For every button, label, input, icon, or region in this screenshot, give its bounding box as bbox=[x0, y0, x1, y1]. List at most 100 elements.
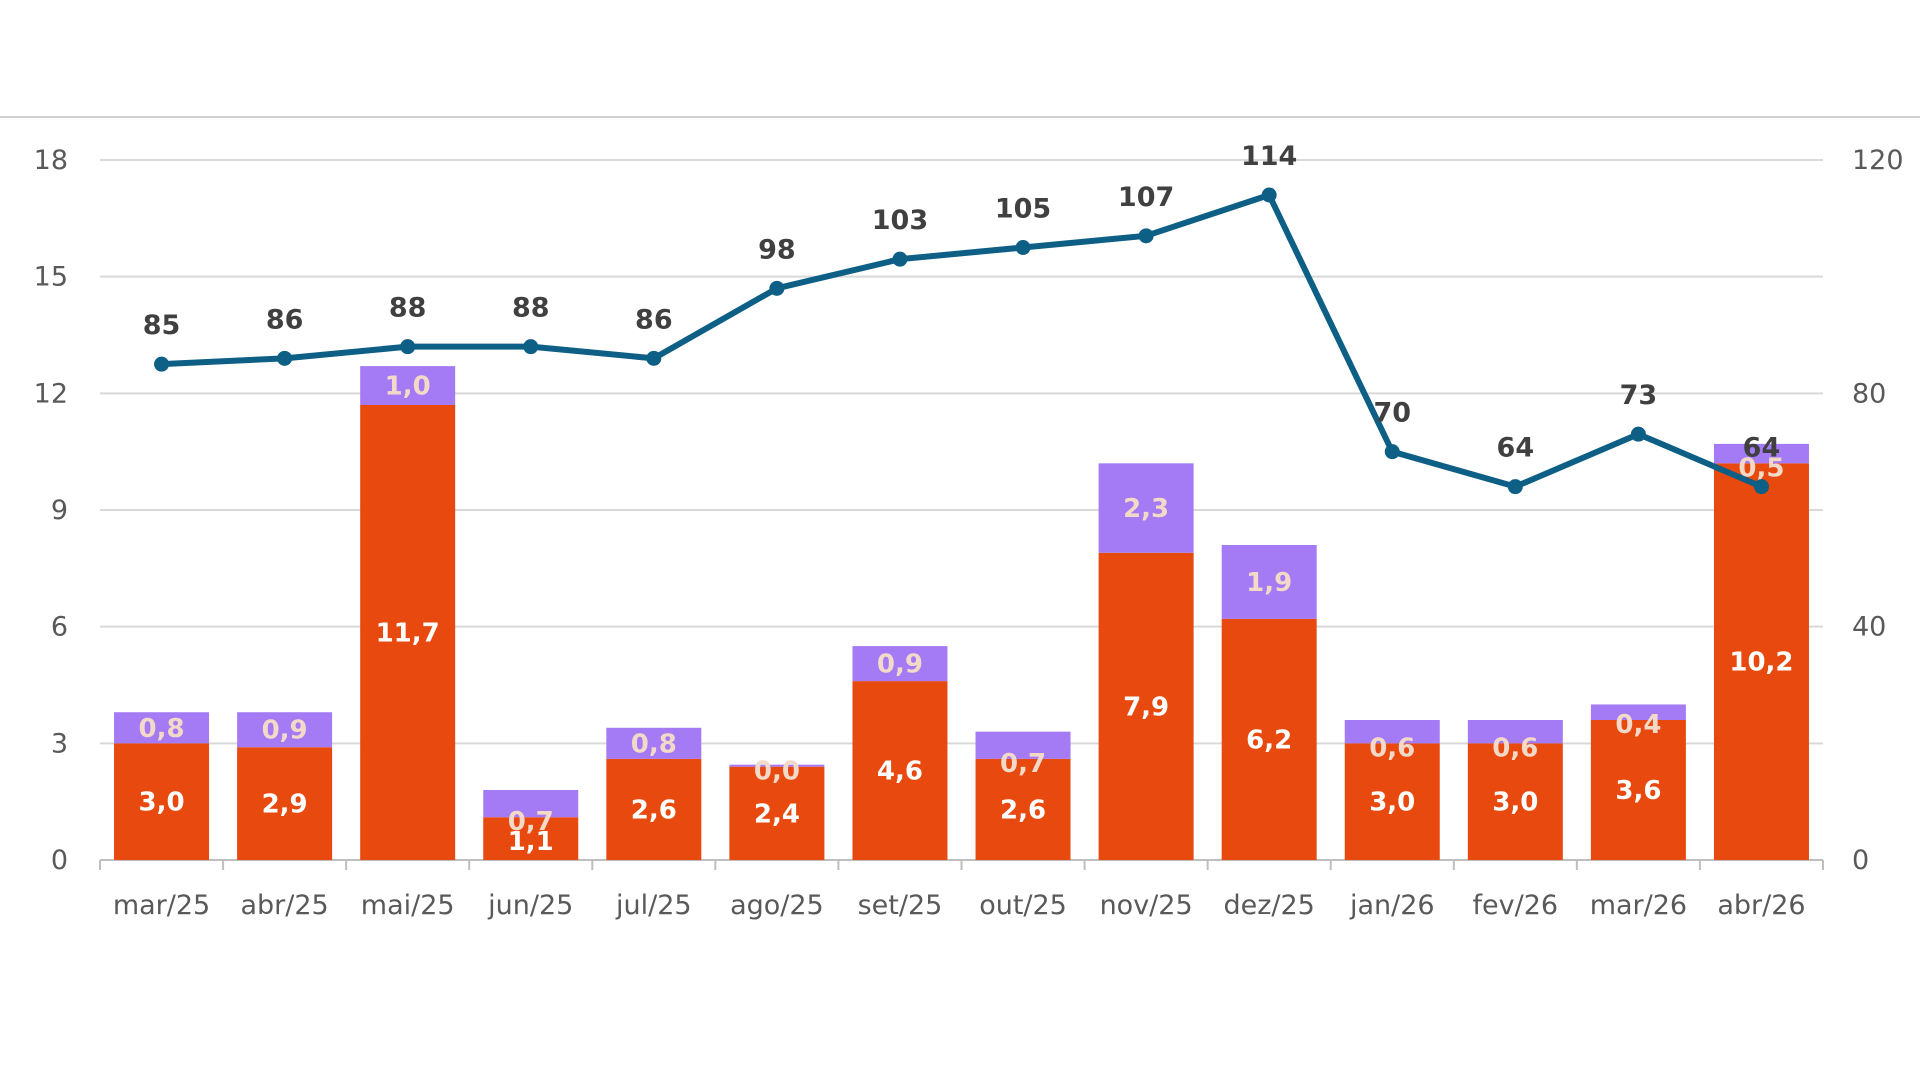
bar-segment-top bbox=[606, 727, 702, 759]
x-tick-label: fev/26 bbox=[1473, 890, 1559, 921]
bar-segment-top bbox=[114, 712, 210, 744]
line-value-label: 70 bbox=[1373, 398, 1411, 429]
line-point bbox=[523, 339, 539, 355]
bar-value-label: 1,9 bbox=[1246, 568, 1292, 598]
bar-value-label: 0,6 bbox=[1369, 733, 1415, 763]
bar-segment-top bbox=[360, 366, 456, 405]
right-tick-label: 80 bbox=[1852, 378, 1886, 409]
line-point bbox=[400, 339, 416, 355]
bar-value-label: 3,6 bbox=[1615, 776, 1661, 806]
line-value-label: 64 bbox=[1497, 433, 1535, 464]
x-tick-label: ago/25 bbox=[730, 890, 824, 921]
line-point bbox=[1261, 187, 1277, 203]
bar-value-label: 7,9 bbox=[1123, 692, 1169, 722]
right-tick-label: 40 bbox=[1852, 612, 1886, 643]
x-tick-label: out/25 bbox=[979, 890, 1067, 921]
line-point bbox=[646, 350, 662, 366]
bar-value-label: 11,7 bbox=[376, 619, 440, 649]
bar-value-label: 3,0 bbox=[1492, 788, 1538, 818]
line-value-label: 98 bbox=[758, 234, 796, 265]
line-value-label: 86 bbox=[635, 304, 673, 335]
bar-value-label: 3,0 bbox=[1369, 788, 1415, 818]
left-tick-label: 9 bbox=[51, 495, 68, 526]
line-point bbox=[1138, 228, 1154, 244]
bar-segment-bottom bbox=[360, 405, 456, 860]
bar-value-label: 1,1 bbox=[508, 827, 554, 857]
bar-segment-bottom bbox=[483, 817, 579, 860]
bar-segment-top bbox=[1098, 463, 1194, 553]
bar-value-label: 2,9 bbox=[262, 790, 308, 820]
x-tick-label: abr/25 bbox=[240, 890, 328, 921]
bar-value-label: 2,6 bbox=[631, 795, 677, 825]
x-tick-label: jun/25 bbox=[487, 890, 573, 921]
bar-segment-top bbox=[852, 646, 948, 682]
bar-value-label: 0,8 bbox=[139, 714, 185, 744]
line-point bbox=[1384, 444, 1400, 460]
x-tick-label: abr/26 bbox=[1717, 890, 1805, 921]
line-value-label: 88 bbox=[512, 293, 550, 324]
bar-segment-bottom bbox=[1590, 720, 1686, 860]
bar-value-label: 0,4 bbox=[1615, 710, 1661, 740]
line-value-label: 103 bbox=[872, 205, 928, 236]
x-tick-label: dez/25 bbox=[1223, 890, 1314, 921]
line-point bbox=[892, 251, 908, 267]
left-tick-label: 18 bbox=[34, 145, 68, 176]
bar-segment-bottom bbox=[237, 747, 333, 860]
bar-value-label: 0,6 bbox=[1492, 733, 1538, 763]
bar-segment-bottom bbox=[1221, 618, 1317, 860]
right-tick-label: 0 bbox=[1852, 845, 1869, 876]
bar-segment-bottom bbox=[975, 758, 1071, 860]
bar-segment-bottom bbox=[114, 743, 210, 860]
line-point bbox=[277, 350, 293, 366]
bar-segment-top bbox=[237, 712, 333, 748]
x-tick-label: nov/25 bbox=[1100, 890, 1193, 921]
bar-segment-bottom bbox=[729, 766, 825, 860]
bar-segment-bottom bbox=[606, 758, 702, 860]
bar-segment-top bbox=[1590, 704, 1686, 720]
x-tick-label: set/25 bbox=[858, 890, 943, 921]
line-point bbox=[769, 280, 785, 296]
line-value-label: 107 bbox=[1118, 182, 1174, 213]
bar-value-label: 0,8 bbox=[631, 729, 677, 759]
bar-segment-top bbox=[1467, 720, 1563, 744]
bar-value-label: 0,7 bbox=[1000, 749, 1046, 779]
line-point bbox=[1753, 479, 1769, 495]
x-tick-label: mar/26 bbox=[1590, 890, 1687, 921]
line-series bbox=[158, 192, 1765, 490]
line-value-label: 86 bbox=[266, 304, 304, 335]
line-value-label: 88 bbox=[389, 293, 427, 324]
line-value-label: 114 bbox=[1241, 141, 1297, 172]
left-tick-label: 6 bbox=[51, 612, 68, 643]
bar-segment-top bbox=[1713, 443, 1809, 464]
line-point bbox=[1507, 479, 1523, 495]
left-tick-label: 0 bbox=[51, 845, 68, 876]
bar-segment-bottom bbox=[1467, 743, 1563, 860]
bar-value-label: 4,6 bbox=[877, 757, 923, 787]
line-point bbox=[154, 356, 170, 372]
bar-segment-top bbox=[975, 731, 1071, 759]
x-tick-label: mar/25 bbox=[113, 890, 210, 921]
x-tick-label: jul/25 bbox=[615, 890, 692, 921]
line-point bbox=[1015, 240, 1031, 255]
bar-value-label: 2,3 bbox=[1123, 494, 1169, 524]
bar-value-label: 0,9 bbox=[877, 650, 923, 680]
left-tick-label: 12 bbox=[34, 378, 68, 409]
right-tick-label: 120 bbox=[1852, 145, 1904, 176]
bar-segment-bottom bbox=[852, 681, 948, 860]
bar-segment-bottom bbox=[1344, 743, 1440, 860]
line-value-label: 85 bbox=[143, 310, 181, 341]
bar-segment-bottom bbox=[1098, 552, 1194, 860]
x-tick-label: mai/25 bbox=[361, 890, 455, 921]
line-point bbox=[1630, 426, 1646, 442]
x-tick-label: jan/26 bbox=[1349, 890, 1435, 921]
left-tick-label: 15 bbox=[34, 262, 68, 293]
bar-segment-top bbox=[483, 790, 579, 818]
bar-segment-top bbox=[729, 764, 825, 767]
bar-value-label: 0,9 bbox=[262, 716, 308, 746]
bar-value-label: 0,7 bbox=[508, 807, 554, 837]
line-value-label: 64 bbox=[1743, 433, 1781, 464]
bar-value-label: 2,6 bbox=[1000, 795, 1046, 825]
bar-segment-top bbox=[1221, 545, 1317, 619]
left-tick-label: 3 bbox=[51, 728, 68, 759]
